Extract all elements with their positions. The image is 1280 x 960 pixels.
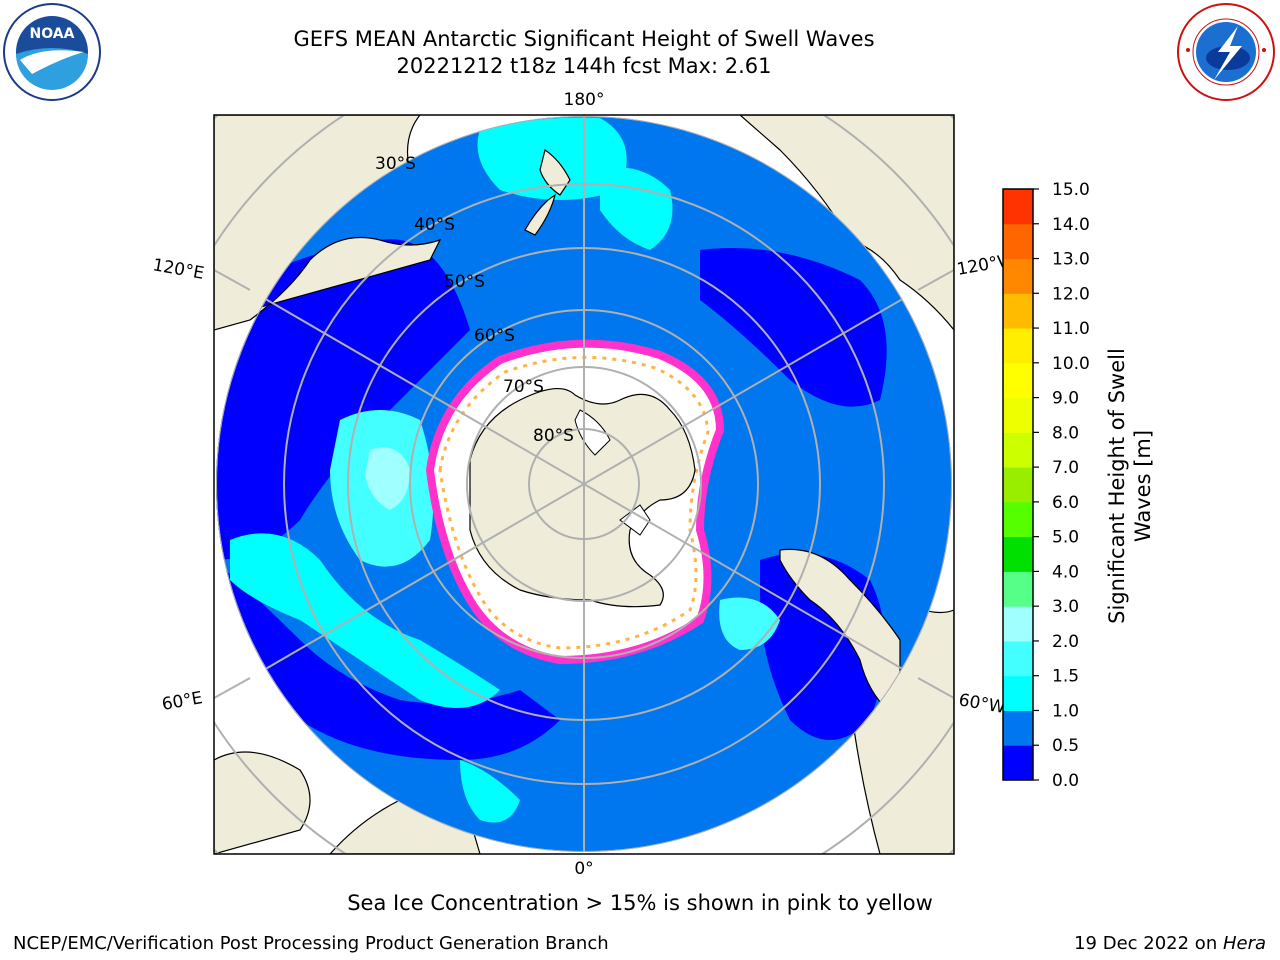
lat-label-40s: 40°S: [414, 215, 455, 235]
colorbar-tick-label: 14.0: [1052, 215, 1090, 235]
colorbar-tick-label: 0.5: [1052, 736, 1079, 756]
lat-label-30s: 30°S: [375, 154, 416, 174]
footer-date: 19 Dec 2022 on Hera: [1074, 933, 1266, 954]
colorbar-segment: [1003, 675, 1033, 711]
colorbar-segment: [1003, 710, 1033, 746]
colorbar-segment: [1003, 571, 1033, 607]
lon-label-60w: 60°W: [957, 690, 1007, 718]
nws-logo: [1177, 3, 1275, 101]
footer-credit: NCEP/EMC/Verification Post Processing Pr…: [13, 933, 609, 954]
colorbar-segment: [1003, 397, 1033, 433]
colorbar-segment: [1003, 223, 1033, 260]
noaa-logo: NOAA: [3, 3, 101, 101]
colorbar-tick-label: 13.0: [1052, 250, 1090, 270]
colorbar-frame: [1002, 188, 1034, 781]
colorbar-tick-label: 11.0: [1052, 319, 1090, 339]
svg-text:NOAA: NOAA: [30, 26, 75, 42]
colorbar-segment: [1003, 189, 1033, 225]
colorbar-tick-label: 2.0: [1052, 632, 1079, 652]
colorbar-tick-label: 15.0: [1052, 180, 1090, 200]
swell-field: [216, 116, 952, 852]
colorbar-tick-label: 10.0: [1052, 354, 1090, 374]
map-frame: [213, 114, 955, 855]
colorbar-tick-label: 1.5: [1052, 667, 1079, 687]
colorbar-segment: [1003, 745, 1033, 781]
lat-label-60s: 60°S: [474, 326, 515, 346]
lat-label-70s: 70°S: [503, 377, 544, 397]
lon-label-120e: 120°E: [151, 255, 205, 284]
colorbar-tick-label: 9.0: [1052, 389, 1079, 409]
colorbar-label-line1: Significant Height of Swell: [1105, 348, 1129, 624]
colorbar-tick-label: 8.0: [1052, 423, 1079, 443]
colorbar-tick-label: 7.0: [1052, 458, 1079, 478]
colorbar-tick-label: 3.0: [1052, 597, 1079, 617]
map-area: [214, 115, 954, 854]
colorbar-segment: [1003, 258, 1033, 294]
colorbar-tick-label: 4.0: [1052, 562, 1079, 582]
colorbar-segment: [1003, 362, 1033, 399]
colorbar-label-line2: Waves [m]: [1131, 430, 1155, 542]
colorbar-segment: [1003, 293, 1033, 329]
colorbar-tick-label: 0.0: [1052, 771, 1079, 791]
colorbar-segment: [1003, 536, 1033, 572]
lon-label-60e: 60°E: [160, 688, 204, 715]
colorbar-segment: [1003, 467, 1033, 503]
colorbar-tick-label: 6.0: [1052, 493, 1079, 513]
lat-label-50s: 50°S: [444, 272, 485, 292]
colorbar-segment: [1003, 606, 1033, 642]
chart-subtitle: 20221212 t18z 144h fcst Max: 2.61: [396, 54, 772, 78]
colorbar-tick-label: 1.0: [1052, 701, 1079, 721]
graticule: [216, 116, 952, 852]
colorbar-segment: [1003, 501, 1033, 538]
colorbar: [1003, 189, 1033, 781]
lon-label-0: 0°: [574, 859, 593, 879]
colorbar-tick-label: 5.0: [1052, 528, 1079, 548]
chart-title: GEFS MEAN Antarctic Significant Height o…: [293, 27, 875, 51]
colorbar-ticks: 0.0 0.5 1.0 1.5 2.0 3.0 4.0 5.0 6.0 7.0 8.0 9.0 10.0…: [1033, 180, 1090, 791]
sea-ice-note: Sea Ice Concentration > 15% is shown in …: [347, 891, 933, 915]
footer-date-text: 19 Dec 2022 on: [1074, 933, 1223, 954]
colorbar-tick-label: 12.0: [1052, 284, 1090, 304]
colorbar-segment: [1003, 640, 1033, 677]
colorbar-segment: [1003, 328, 1033, 364]
lon-label-180: 180°: [564, 90, 605, 110]
footer-machine: Hera: [1222, 933, 1266, 954]
colorbar-segment: [1003, 432, 1033, 468]
lat-label-80s: 80°S: [533, 426, 574, 446]
